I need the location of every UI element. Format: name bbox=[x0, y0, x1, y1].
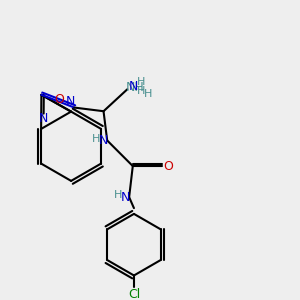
Text: N: N bbox=[38, 112, 48, 125]
Text: H: H bbox=[136, 86, 145, 96]
Text: N: N bbox=[66, 95, 75, 108]
Text: N: N bbox=[121, 190, 130, 204]
Text: H: H bbox=[136, 76, 145, 87]
Text: N: N bbox=[99, 134, 108, 147]
Text: O: O bbox=[163, 160, 173, 172]
Text: H: H bbox=[113, 190, 122, 200]
Text: N: N bbox=[128, 80, 138, 93]
Text: H: H bbox=[92, 134, 100, 144]
Text: H: H bbox=[144, 89, 153, 99]
Text: O: O bbox=[55, 93, 64, 106]
Text: NH: NH bbox=[126, 81, 144, 94]
Text: Cl: Cl bbox=[128, 288, 140, 300]
